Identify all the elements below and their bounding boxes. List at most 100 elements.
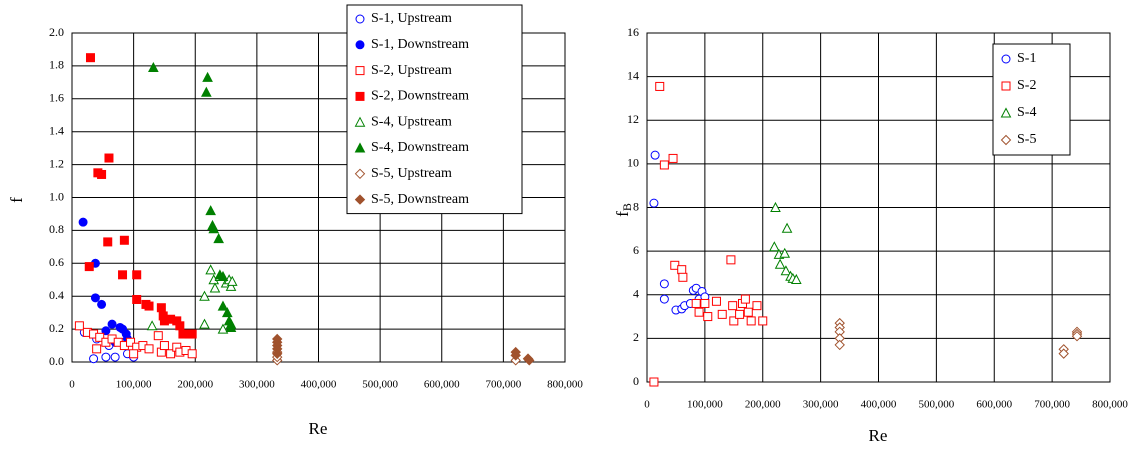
marker (118, 270, 128, 280)
marker (144, 301, 154, 311)
marker (655, 81, 665, 91)
marker (74, 321, 84, 331)
legend-marker (354, 194, 366, 205)
x-tick-label: 700,000 (486, 379, 522, 391)
marker (213, 233, 224, 244)
marker (694, 307, 704, 317)
marker (153, 331, 163, 341)
marker (726, 255, 736, 265)
marker (691, 298, 701, 308)
marker (101, 352, 111, 362)
marker (700, 298, 710, 308)
legend-marker (355, 91, 365, 101)
y-tick-label: 1.4 (49, 123, 64, 137)
marker (187, 329, 197, 339)
y-tick-label: 0.2 (49, 321, 64, 335)
marker (209, 282, 221, 293)
y-tick-label: 12 (627, 112, 639, 126)
marker (226, 275, 238, 286)
marker (78, 217, 88, 227)
legend-label: S-2 (1017, 78, 1036, 93)
y-tick-label: 8 (633, 199, 639, 213)
x-axis-title: Re (869, 426, 888, 445)
marker (132, 294, 142, 304)
legend-label: S-4 (1017, 105, 1036, 120)
y-tick-label: 1.6 (49, 91, 64, 105)
marker (649, 198, 659, 208)
chart: 0.0 0.2 0.4 0.6 0.8 1.0 1.2 1.4 1.6 1.8 2.0 0 100,00… (7, 4, 583, 438)
chart: 0 2 4 6 8 10 12 14 16 0 100,000 200,000 300,000 400,0… (613, 25, 1128, 445)
y-tick-label: 1.0 (49, 189, 64, 203)
legend-label: S-5, Downstream (371, 192, 469, 207)
marker (677, 265, 687, 275)
legend-marker (354, 116, 366, 127)
y-tick-label: 0.6 (49, 255, 64, 269)
legend-marker (1000, 107, 1012, 118)
y-tick-label: 0 (633, 374, 639, 388)
y-tick-label: 10 (627, 156, 639, 170)
marker (740, 294, 750, 304)
marker (272, 348, 283, 359)
marker (746, 316, 756, 326)
y-tick-label: 2 (633, 330, 639, 344)
legend-label: S-1, Upstream (371, 11, 452, 26)
marker (650, 150, 660, 160)
marker (107, 319, 117, 329)
y-axis-title-main: f (613, 211, 632, 217)
marker (126, 337, 136, 347)
marker (85, 53, 95, 63)
marker (90, 293, 100, 303)
marker (678, 272, 688, 282)
marker (144, 344, 154, 354)
marker (711, 296, 721, 306)
marker (768, 241, 780, 252)
marker (1058, 348, 1069, 359)
marker (104, 153, 114, 163)
y-tick-label: 4 (633, 287, 639, 301)
marker (780, 265, 792, 276)
plot-frame (71, 32, 566, 363)
y-tick-label: 0.0 (49, 354, 64, 368)
marker (510, 350, 521, 361)
marker (175, 321, 185, 331)
x-tick-label: 400,000 (301, 379, 337, 391)
x-tick-label: 200,000 (177, 379, 213, 391)
x-tick-label: 500,000 (919, 399, 955, 411)
marker (205, 205, 216, 216)
y-tick-label: 0.8 (49, 222, 64, 236)
marker (156, 303, 166, 313)
x-tick-label: 300,000 (803, 399, 839, 411)
marker (129, 349, 139, 359)
x-tick-label: 400,000 (861, 399, 897, 411)
x-tick-label: 0 (644, 399, 650, 411)
marker (84, 262, 94, 272)
x-tick-label: 0 (69, 379, 75, 391)
x-tick-label: 600,000 (424, 379, 460, 391)
marker (205, 264, 216, 275)
marker (649, 377, 659, 387)
marker (132, 270, 142, 280)
marker (743, 307, 753, 317)
legend-label: S-4, Upstream (371, 114, 452, 129)
marker (166, 349, 176, 359)
marker (659, 160, 669, 170)
y-axis-title-sub: B (620, 203, 634, 211)
x-tick-label: 300,000 (239, 379, 275, 391)
marker (729, 316, 739, 326)
marker (103, 237, 113, 247)
marker (221, 307, 233, 318)
y-tick-label: 2.0 (49, 25, 64, 39)
legend-marker (1001, 81, 1011, 91)
marker (159, 341, 169, 351)
marker (781, 222, 793, 233)
marker (735, 309, 745, 319)
legend-marker (354, 168, 366, 180)
legend-label: S-5, Upstream (371, 166, 452, 181)
marker (208, 223, 220, 234)
marker (148, 61, 159, 73)
marker (217, 323, 229, 334)
marker (97, 169, 107, 179)
y-tick-label: 1.2 (49, 156, 64, 170)
marker (774, 258, 786, 269)
